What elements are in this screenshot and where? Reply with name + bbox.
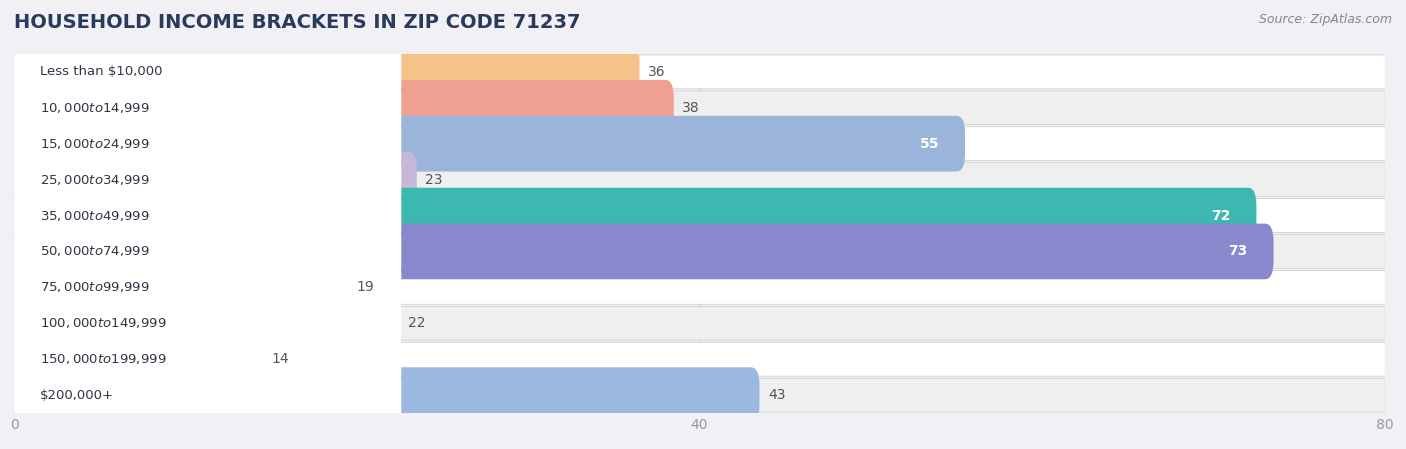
FancyBboxPatch shape [14,227,401,276]
Text: $100,000 to $149,999: $100,000 to $149,999 [39,316,166,330]
FancyBboxPatch shape [14,270,1385,304]
FancyBboxPatch shape [6,367,759,423]
Text: 72: 72 [1212,208,1230,223]
FancyBboxPatch shape [6,116,965,172]
Text: $10,000 to $14,999: $10,000 to $14,999 [39,101,149,115]
FancyBboxPatch shape [6,44,640,100]
FancyBboxPatch shape [6,331,263,387]
FancyBboxPatch shape [6,260,349,315]
FancyBboxPatch shape [6,295,399,351]
FancyBboxPatch shape [14,191,401,240]
FancyBboxPatch shape [6,80,673,136]
FancyBboxPatch shape [6,188,1257,243]
Text: 23: 23 [425,172,443,187]
Text: $75,000 to $99,999: $75,000 to $99,999 [39,280,149,295]
Text: $50,000 to $74,999: $50,000 to $74,999 [39,244,149,259]
Text: $200,000+: $200,000+ [39,389,114,401]
FancyBboxPatch shape [14,48,401,96]
FancyBboxPatch shape [14,84,401,132]
Text: $25,000 to $34,999: $25,000 to $34,999 [39,172,149,187]
Text: 22: 22 [408,316,426,330]
FancyBboxPatch shape [14,342,1385,376]
Text: Less than $10,000: Less than $10,000 [39,66,162,78]
FancyBboxPatch shape [14,299,401,348]
Text: $35,000 to $49,999: $35,000 to $49,999 [39,208,149,223]
FancyBboxPatch shape [14,155,401,204]
Text: HOUSEHOLD INCOME BRACKETS IN ZIP CODE 71237: HOUSEHOLD INCOME BRACKETS IN ZIP CODE 71… [14,13,581,32]
FancyBboxPatch shape [14,234,1385,269]
FancyBboxPatch shape [14,378,1385,412]
FancyBboxPatch shape [14,198,1385,233]
FancyBboxPatch shape [6,224,1274,279]
FancyBboxPatch shape [14,306,1385,340]
FancyBboxPatch shape [14,263,401,312]
Text: $150,000 to $199,999: $150,000 to $199,999 [39,352,166,366]
FancyBboxPatch shape [14,127,1385,161]
Text: 19: 19 [357,280,374,295]
Text: 73: 73 [1229,244,1249,259]
Text: 43: 43 [768,388,786,402]
FancyBboxPatch shape [6,152,416,207]
Text: 55: 55 [920,136,939,151]
FancyBboxPatch shape [14,55,1385,89]
Text: 14: 14 [271,352,288,366]
Text: $15,000 to $24,999: $15,000 to $24,999 [39,136,149,151]
FancyBboxPatch shape [14,91,1385,125]
Text: Source: ZipAtlas.com: Source: ZipAtlas.com [1258,13,1392,26]
Text: 36: 36 [648,65,665,79]
FancyBboxPatch shape [14,163,1385,197]
Text: 38: 38 [682,101,700,115]
FancyBboxPatch shape [14,371,401,419]
FancyBboxPatch shape [14,335,401,383]
FancyBboxPatch shape [14,119,401,168]
